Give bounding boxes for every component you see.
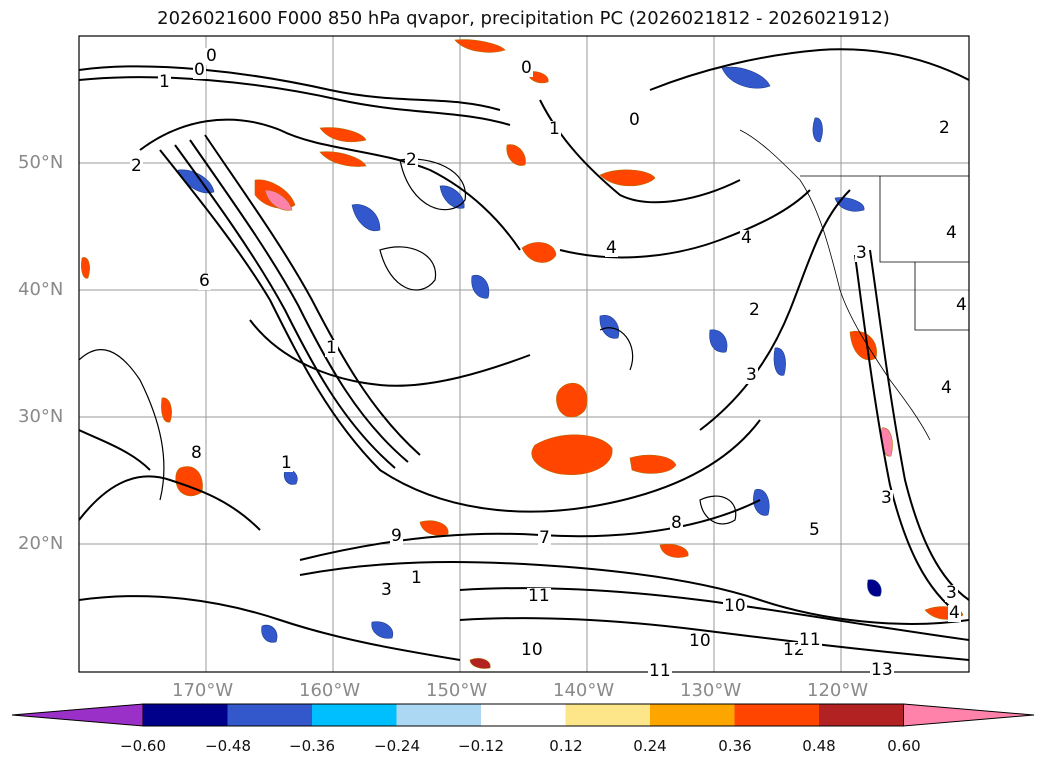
lat-label-50n: 50°N bbox=[18, 152, 64, 173]
lon-label-130w: 130°W bbox=[680, 680, 742, 701]
contour-label: 4 bbox=[945, 223, 958, 243]
colorbar-tick-label: −0.60 bbox=[120, 737, 166, 755]
contour-label: 0 bbox=[205, 46, 218, 66]
contour-label: 3 bbox=[745, 365, 758, 385]
contour-label: 0 bbox=[193, 60, 206, 80]
coastline bbox=[739, 129, 969, 441]
lon-label-140w: 140°W bbox=[553, 680, 615, 701]
colorbar-tick-label: 0.36 bbox=[718, 737, 752, 755]
contour-label: 10 bbox=[723, 596, 747, 616]
colorbar-segment bbox=[481, 704, 566, 726]
contour-label: 6 bbox=[198, 271, 211, 291]
colorbar-segment bbox=[227, 704, 312, 726]
colorbar-tick-label: 0.48 bbox=[802, 737, 836, 755]
contour-label: 7 bbox=[538, 528, 551, 548]
contour-label: 11 bbox=[527, 586, 551, 606]
contour-label: 2 bbox=[938, 118, 951, 138]
contour-label: 11 bbox=[798, 630, 822, 650]
contour-label: 2 bbox=[130, 156, 143, 176]
contour-label: 9 bbox=[390, 526, 403, 546]
lon-label-160w: 160°W bbox=[299, 680, 361, 701]
contour-label: 1 bbox=[280, 453, 293, 473]
colorbar-segment bbox=[819, 704, 904, 726]
colorbar-tick-label: −0.24 bbox=[374, 737, 420, 755]
contour-label: 13 bbox=[870, 660, 894, 680]
colorbar bbox=[11, 703, 1035, 727]
contour-label: 2 bbox=[405, 150, 418, 170]
contour-label: 11 bbox=[648, 661, 672, 681]
contour-label: 0 bbox=[628, 110, 641, 130]
map-background bbox=[79, 36, 969, 672]
colorbar-tick-label: 0.12 bbox=[549, 737, 583, 755]
colorbar-tick-label: 0.60 bbox=[887, 737, 921, 755]
colorbar-tick-label: 0.24 bbox=[633, 737, 667, 755]
contour-label: 3 bbox=[880, 488, 893, 508]
contour-label: 4 bbox=[940, 378, 953, 398]
precip-positive-areas bbox=[81, 39, 964, 669]
contour-label: 1 bbox=[548, 119, 561, 139]
colorbar-segment bbox=[650, 704, 735, 726]
contour-label: 3 bbox=[380, 580, 393, 600]
contour-label: 4 bbox=[955, 295, 968, 315]
colorbar-tick-label: −0.48 bbox=[205, 737, 251, 755]
colorbar-segment bbox=[734, 704, 819, 726]
contour-label: 1 bbox=[158, 72, 171, 92]
contour-label: 10 bbox=[688, 631, 712, 651]
contour-label: 4 bbox=[740, 228, 753, 248]
colorbar-segment bbox=[396, 704, 481, 726]
colorbar-extend-high bbox=[903, 703, 1035, 727]
map-title: 2026021600 F000 850 hPa qvapor, precipit… bbox=[157, 8, 890, 29]
lat-label-40n: 40°N bbox=[18, 279, 64, 300]
colorbar-segment bbox=[312, 704, 397, 726]
lat-label-30n: 30°N bbox=[18, 406, 64, 427]
contour-label: 8 bbox=[670, 513, 683, 533]
colorbar-segment bbox=[565, 704, 650, 726]
contour-label: 2 bbox=[748, 300, 761, 320]
qvapor-contours bbox=[79, 48, 969, 661]
lon-label-150w: 150°W bbox=[426, 680, 488, 701]
map-frame bbox=[78, 35, 970, 673]
contour-label: 10 bbox=[520, 640, 544, 660]
colorbar-tick-label: −0.12 bbox=[458, 737, 504, 755]
colorbar-tick-label: −0.36 bbox=[289, 737, 335, 755]
lat-label-20n: 20°N bbox=[18, 533, 64, 554]
colorbar-extend-low bbox=[11, 703, 144, 727]
lon-label-120w: 120°W bbox=[807, 680, 869, 701]
contour-label: 1 bbox=[410, 568, 423, 588]
contour-label: 5 bbox=[808, 520, 821, 540]
contour-label: 1 bbox=[325, 338, 338, 358]
contour-label: 3 bbox=[945, 583, 958, 603]
contour-label: 3 bbox=[855, 243, 868, 263]
colorbar-outline bbox=[142, 703, 904, 727]
contour-label: 4 bbox=[948, 603, 961, 623]
contour-label: 8 bbox=[190, 443, 203, 463]
qvapor-contours-fine bbox=[79, 158, 737, 525]
contour-label: 0 bbox=[520, 58, 533, 78]
lon-label-170w: 170°W bbox=[172, 680, 234, 701]
colorbar-segment bbox=[143, 704, 228, 726]
contour-label: 4 bbox=[605, 238, 618, 258]
